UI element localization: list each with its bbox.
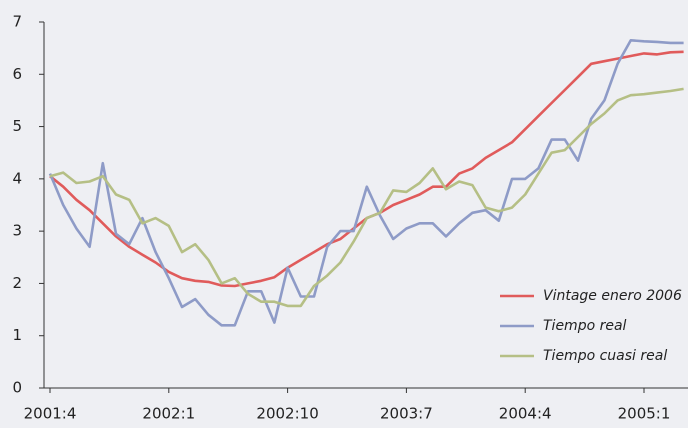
- x-tick-label: 2004:4: [499, 405, 552, 423]
- series-line: [48, 39, 684, 327]
- x-tick-label: 2002:1: [142, 405, 195, 423]
- y-tick-label: 7: [12, 13, 22, 31]
- x-tick-label: 2002:10: [256, 405, 318, 423]
- legend-label: Vintage enero 2006: [543, 288, 682, 304]
- y-tick-label: 1: [12, 326, 22, 344]
- y-tick-label: 0: [12, 379, 22, 397]
- series-line: [49, 87, 684, 308]
- series-line: [49, 50, 684, 288]
- y-tick-label: 3: [12, 222, 22, 240]
- y-tick-label: 2: [12, 274, 22, 292]
- x-tick-label: 2005:1: [618, 405, 671, 423]
- x-tick-label: 2003:7: [380, 405, 433, 423]
- y-tick-label: 5: [12, 117, 22, 135]
- x-tick-label: 2001:4: [24, 405, 77, 423]
- y-tick-label: 4: [12, 169, 22, 187]
- legend-label: Tiempo real: [543, 318, 627, 334]
- legend-label: Tiempo cuasi real: [543, 348, 667, 364]
- y-tick-label: 6: [12, 65, 22, 83]
